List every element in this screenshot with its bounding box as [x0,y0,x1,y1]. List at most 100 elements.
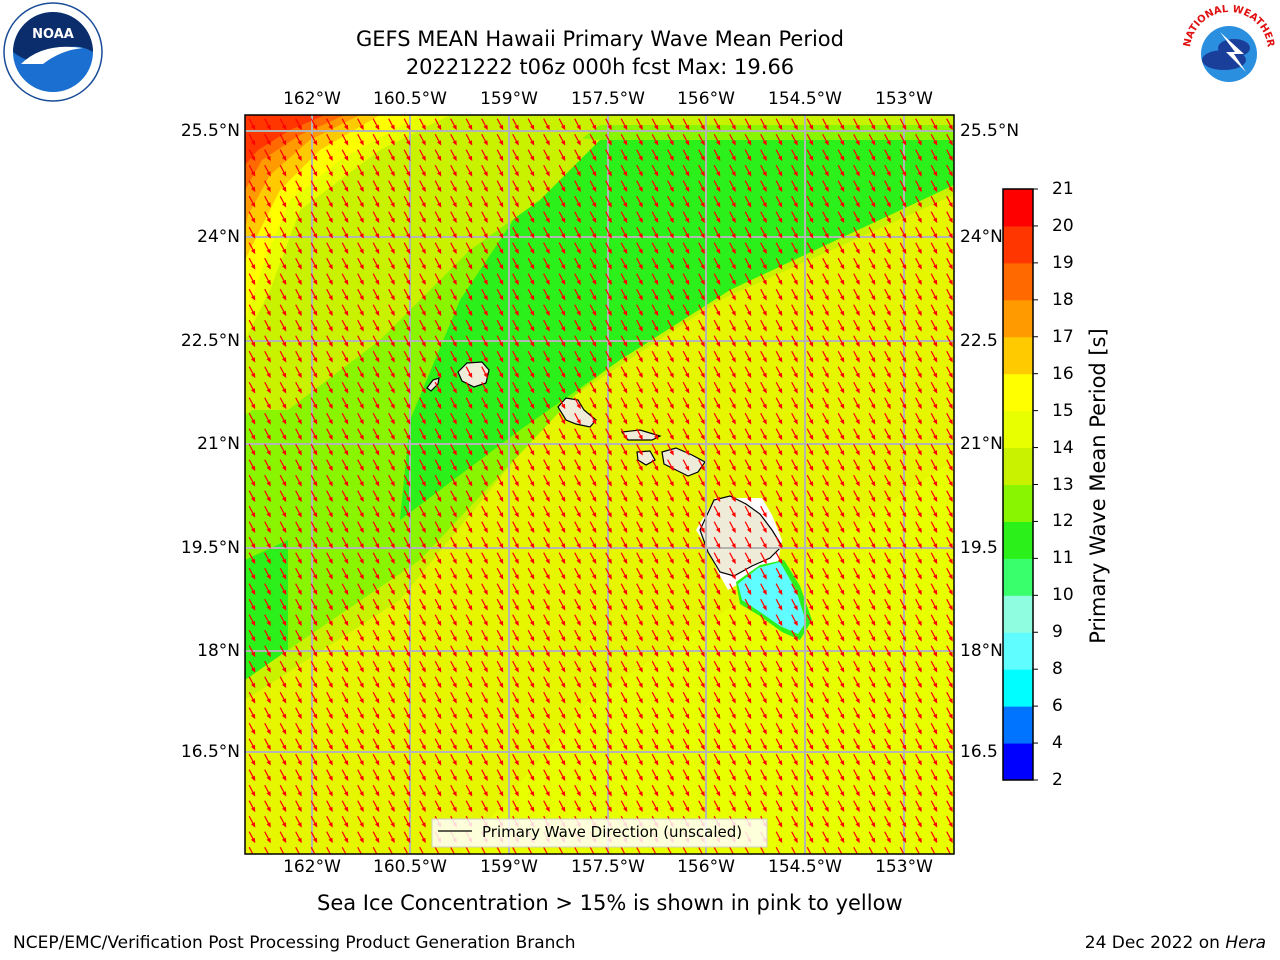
wave-arrow [279,397,287,410]
wave-arrow [372,288,380,301]
wave-arrow [884,428,891,441]
wave-arrow [450,505,457,518]
wave-arrow [357,521,364,534]
wave-arrow [806,521,814,534]
wave-arrow [403,164,411,177]
wave-arrow [310,676,318,689]
wave-arrow [853,118,860,131]
wave-arrow [884,164,891,177]
wave-arrow [295,490,302,503]
lon-tick-bottom: 160.5°W [373,857,447,877]
wave-arrow [434,118,442,131]
wave-arrow [853,474,860,487]
wave-arrow [915,707,922,720]
wave-arrow [434,769,442,782]
wave-arrow [434,164,442,177]
wave-arrow [310,242,318,255]
wave-arrow [264,443,271,456]
wave-arrow [527,195,535,208]
wave-arrow [465,381,473,394]
wave-arrow [837,707,845,720]
wave-arrow [713,769,721,782]
wave-arrow [450,133,457,146]
wave-arrow [388,273,395,286]
wave-arrow [543,180,550,193]
wave-arrow [279,784,287,797]
wave-arrow [248,288,256,301]
wave-arrow [512,660,519,673]
wave-arrow [837,614,845,627]
wave-arrow [946,459,953,472]
wave-arrow [822,722,829,735]
wave-arrow [822,676,829,689]
wave-arrow [605,614,612,627]
wave-arrow [248,397,256,410]
wave-arrow [388,629,395,642]
wave-arrow [837,846,845,854]
wave-arrow [248,815,256,828]
wave-arrow [264,257,271,270]
wave-arrow [651,180,659,193]
wave-arrow [760,304,767,317]
lat-tick-left: 24°N [197,227,240,247]
wave-arrow [899,366,907,379]
wave-arrow [543,505,550,518]
wave-arrow [791,583,798,596]
wave-arrow [279,552,287,565]
wave-arrow [868,536,876,549]
wave-arrow [605,366,612,379]
wave-arrow [744,629,752,642]
wave-arrow [264,226,271,239]
wave-arrow [946,474,953,487]
wave-arrow [419,831,426,844]
wave-arrow [853,226,860,239]
wave-arrow [667,753,674,766]
wave-arrow [434,412,442,425]
wave-arrow [760,335,767,348]
wave-arrow [899,319,907,332]
wave-arrow [744,288,752,301]
wave-arrow [822,118,829,131]
wave-arrow [775,738,783,751]
wave-arrow [682,288,690,301]
wave-arrow [279,133,287,146]
wave-arrow [558,381,566,394]
wave-arrow [558,273,566,286]
wave-arrow [868,707,876,720]
wave-arrow [357,288,364,301]
wave-arrow [264,567,271,580]
wave-arrow [946,164,953,177]
wave-arrow [915,800,922,813]
wave-arrow [450,443,457,456]
wave-arrow [481,753,488,766]
wave-arrow [868,691,876,704]
wave-arrow [372,583,380,596]
wave-arrow [868,831,876,844]
wave-arrow [481,133,488,146]
wave-arrow [512,645,519,658]
wave-arrow [729,676,736,689]
wave-arrow [248,428,256,441]
wave-arrow [868,800,876,813]
wave-arrow [372,350,380,363]
wave-arrow [698,335,705,348]
wave-arrow [884,242,891,255]
wave-arrow [915,614,922,627]
wave-arrow [651,536,659,549]
wave-arrow [899,118,907,131]
wave-arrow [729,335,736,348]
wave-arrow [744,707,752,720]
wave-arrow [636,195,643,208]
wave-arrow [620,459,628,472]
wave-arrow [450,319,457,332]
wave-arrow [341,180,349,193]
wave-arrow [775,490,783,503]
wave-arrow [248,645,256,658]
wave-arrow [341,722,349,735]
wave-arrow [295,366,302,379]
wave-arrow [760,769,767,782]
wave-arrow [450,567,457,580]
wave-arrow [946,707,953,720]
wave-arrow [419,381,426,394]
wave-arrow [636,164,643,177]
